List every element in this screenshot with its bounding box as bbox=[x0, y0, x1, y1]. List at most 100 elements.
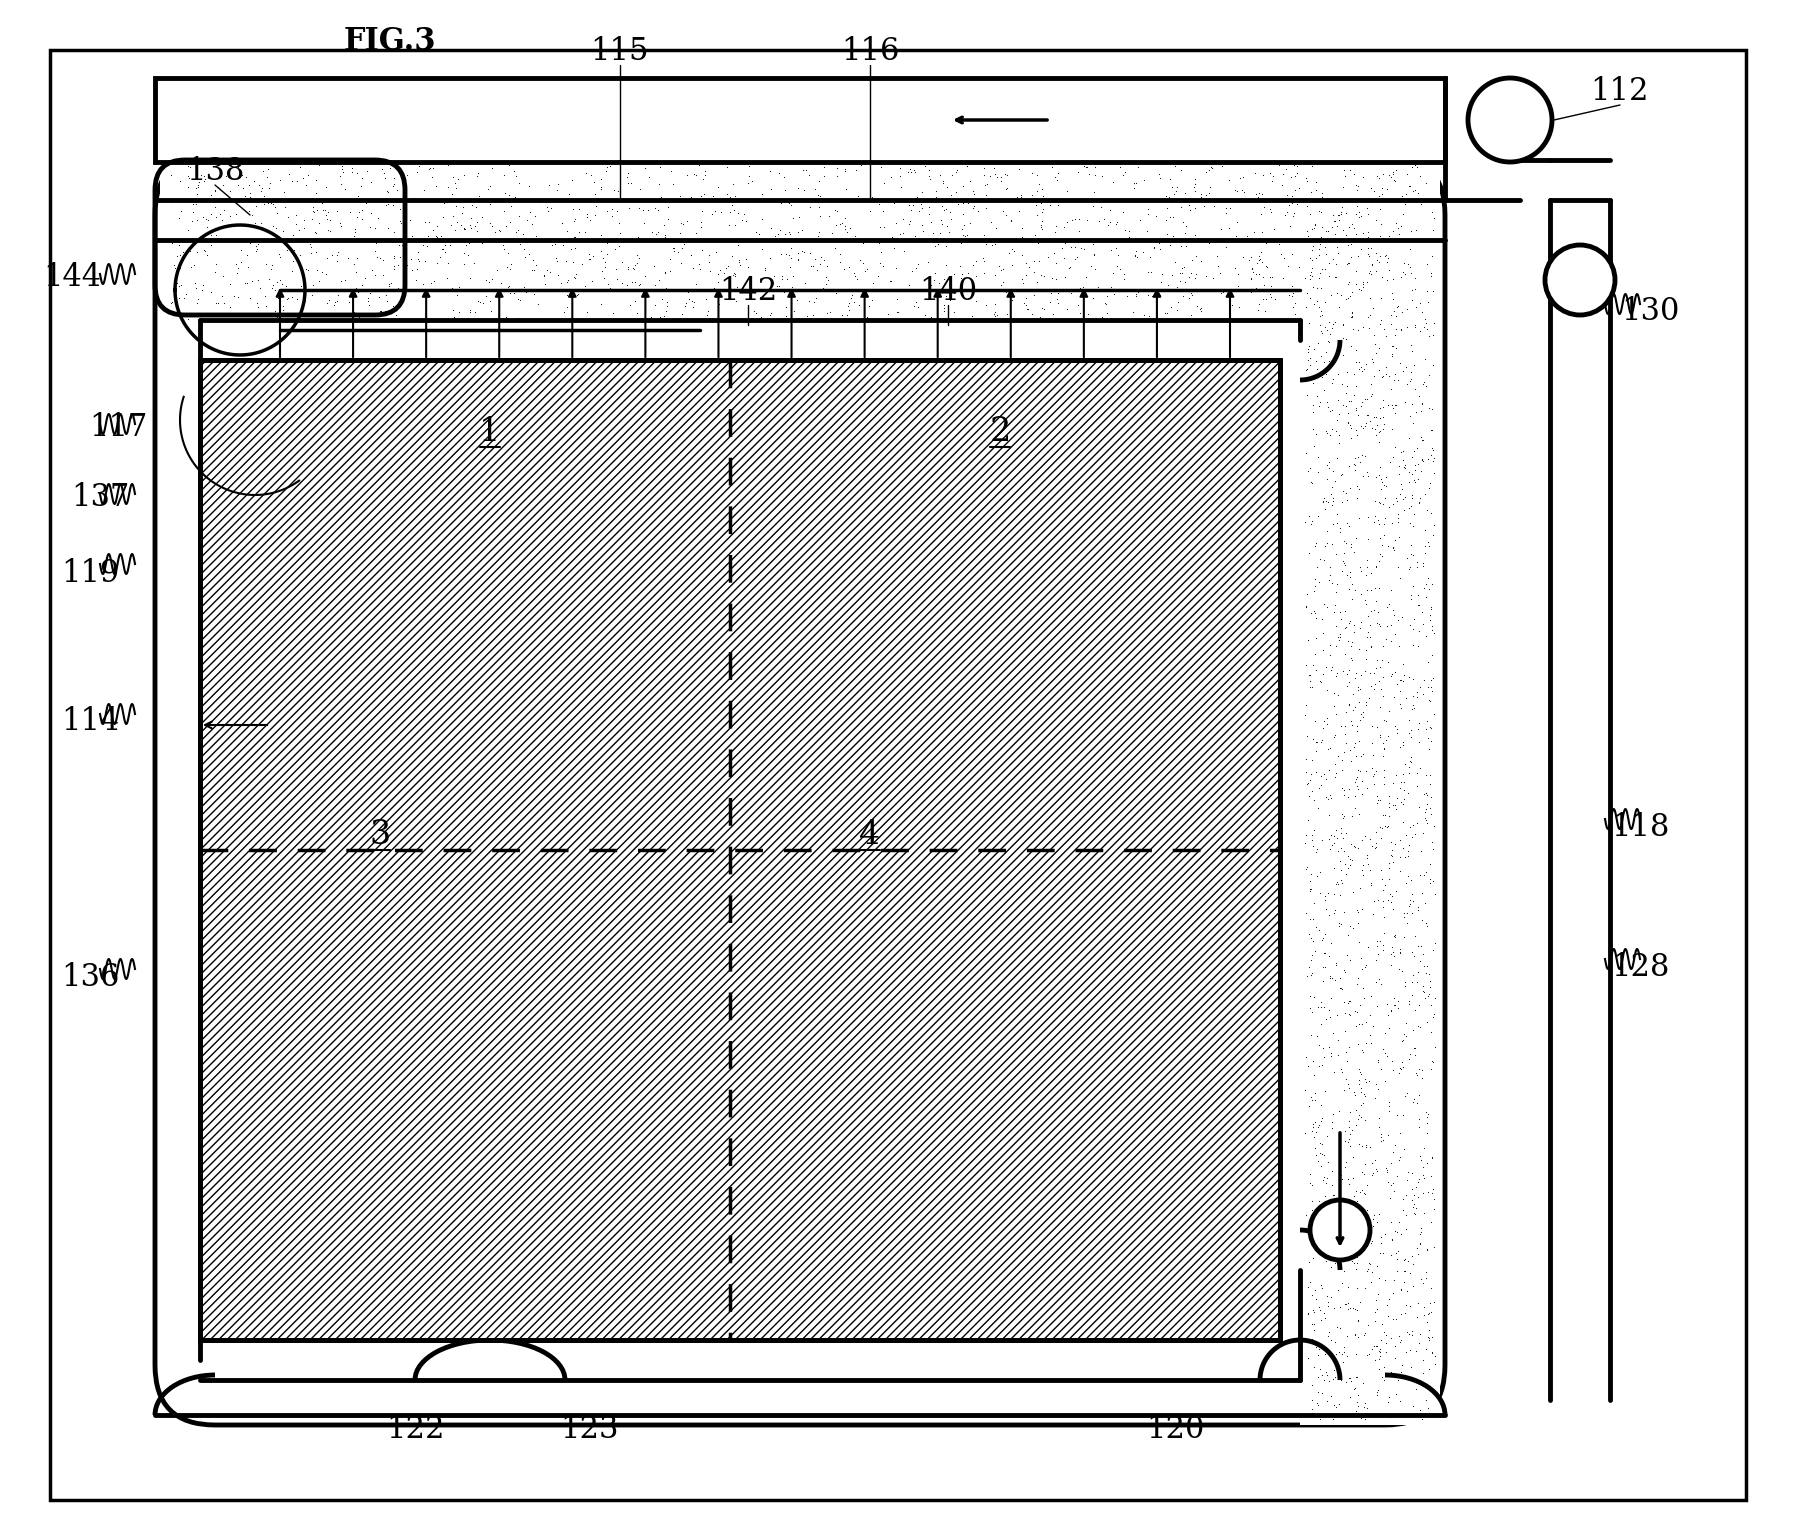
Point bbox=[506, 288, 535, 313]
Point bbox=[433, 265, 462, 290]
Point bbox=[1327, 776, 1356, 801]
Point bbox=[501, 164, 530, 189]
Point bbox=[453, 242, 481, 267]
Point bbox=[165, 233, 194, 258]
Point bbox=[1295, 267, 1324, 291]
Point bbox=[1315, 999, 1343, 1023]
Point bbox=[605, 233, 634, 258]
Point bbox=[1329, 551, 1358, 575]
Point bbox=[939, 301, 968, 325]
Point bbox=[1392, 314, 1421, 339]
Point bbox=[1404, 795, 1433, 819]
Point bbox=[1315, 330, 1343, 354]
Point bbox=[1413, 252, 1442, 276]
Point bbox=[1336, 1210, 1365, 1235]
Point bbox=[465, 227, 494, 252]
Point bbox=[1126, 209, 1155, 233]
Point bbox=[1175, 265, 1203, 290]
Point bbox=[1130, 167, 1158, 192]
Point bbox=[1311, 290, 1340, 314]
Point bbox=[1401, 178, 1430, 202]
Point bbox=[1158, 262, 1187, 287]
Point bbox=[1324, 241, 1352, 265]
Point bbox=[1374, 795, 1403, 819]
Point bbox=[287, 275, 316, 299]
Point bbox=[1334, 560, 1363, 584]
Point bbox=[652, 299, 681, 324]
Point bbox=[356, 281, 384, 305]
Point bbox=[1040, 166, 1069, 190]
Point bbox=[1006, 183, 1034, 207]
Point bbox=[1331, 1040, 1360, 1065]
Point bbox=[1365, 224, 1394, 249]
Point bbox=[1318, 965, 1347, 989]
Point bbox=[830, 213, 858, 238]
Point bbox=[1390, 905, 1419, 930]
Point bbox=[1331, 730, 1360, 755]
Point bbox=[600, 307, 629, 331]
Point bbox=[1397, 445, 1426, 469]
Point bbox=[327, 213, 356, 238]
Point bbox=[982, 166, 1011, 190]
Point bbox=[930, 267, 959, 291]
Point bbox=[1322, 252, 1351, 276]
Point bbox=[1315, 736, 1343, 761]
Point bbox=[1363, 600, 1392, 624]
Point bbox=[1288, 170, 1316, 195]
Point bbox=[1309, 1045, 1338, 1069]
Point bbox=[180, 253, 208, 278]
Point bbox=[1360, 742, 1388, 767]
Point bbox=[614, 161, 643, 186]
Point bbox=[1297, 1388, 1325, 1413]
Point bbox=[1293, 627, 1322, 652]
Point bbox=[1291, 365, 1320, 390]
Point bbox=[458, 278, 487, 302]
Point bbox=[1378, 176, 1406, 201]
Point bbox=[1336, 989, 1365, 1014]
Point bbox=[266, 245, 295, 270]
Point bbox=[1419, 279, 1448, 304]
Point bbox=[1340, 1203, 1369, 1227]
Point bbox=[1417, 244, 1446, 268]
Point bbox=[1395, 1046, 1424, 1071]
Point bbox=[1369, 937, 1397, 962]
Point bbox=[1365, 1104, 1394, 1129]
Point bbox=[765, 161, 794, 186]
Point bbox=[1324, 914, 1352, 939]
Point bbox=[1365, 489, 1394, 514]
Point bbox=[447, 201, 476, 225]
Point bbox=[223, 172, 251, 196]
Point bbox=[370, 299, 399, 324]
Point bbox=[941, 179, 970, 204]
Point bbox=[521, 204, 550, 229]
Point bbox=[1300, 1109, 1329, 1134]
Point bbox=[1374, 1094, 1403, 1118]
Point bbox=[715, 199, 744, 224]
Point bbox=[1419, 353, 1448, 377]
Point bbox=[1395, 370, 1424, 394]
Point bbox=[1342, 770, 1370, 795]
Point bbox=[1334, 692, 1363, 716]
Point bbox=[765, 275, 794, 299]
Point bbox=[1297, 600, 1325, 624]
Text: 1: 1 bbox=[480, 416, 501, 448]
Point bbox=[1311, 940, 1340, 965]
Point bbox=[1320, 469, 1349, 494]
Point bbox=[1388, 301, 1417, 325]
Point bbox=[1412, 762, 1440, 787]
Point bbox=[1119, 301, 1148, 325]
Point bbox=[765, 229, 794, 253]
Point bbox=[451, 252, 480, 276]
Point bbox=[1338, 586, 1367, 611]
Point bbox=[621, 253, 650, 278]
Point bbox=[736, 272, 765, 296]
Text: 2: 2 bbox=[990, 416, 1011, 448]
Point bbox=[1079, 242, 1108, 267]
Point bbox=[1334, 692, 1363, 716]
Point bbox=[1387, 1029, 1415, 1054]
Point bbox=[1333, 563, 1361, 588]
Point bbox=[1291, 1045, 1320, 1069]
Point bbox=[1297, 1118, 1325, 1143]
Point bbox=[1413, 1104, 1442, 1129]
Point bbox=[1306, 164, 1334, 189]
